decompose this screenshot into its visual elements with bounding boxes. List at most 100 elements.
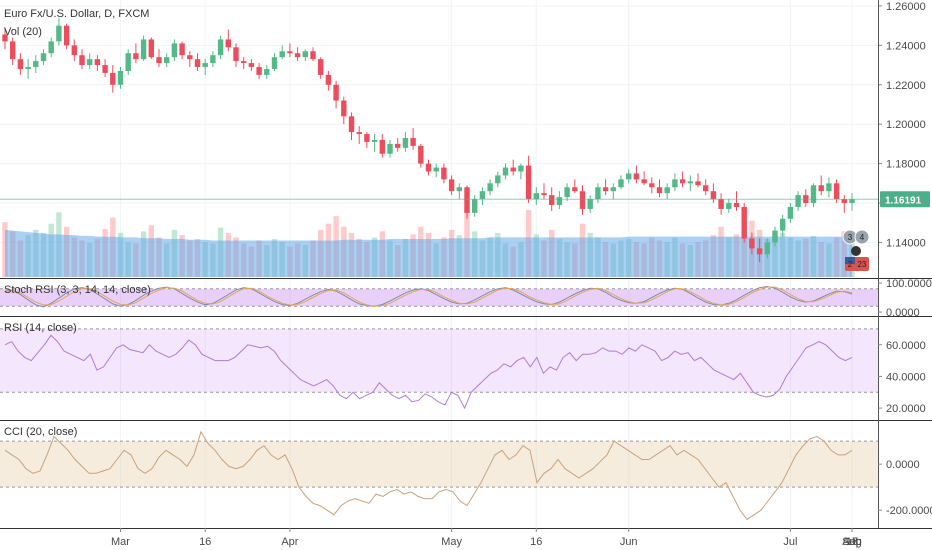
candle [733, 191, 740, 211]
candle [764, 238, 770, 259]
candle [217, 35, 224, 60]
candle-body [525, 165, 532, 200]
candle-body [472, 199, 478, 213]
candle-body [210, 55, 216, 64]
candle [179, 41, 185, 60]
candle [472, 195, 478, 217]
candle-body [456, 187, 462, 192]
indicator-label: RSI (14, close) [4, 322, 77, 334]
candle-body [140, 39, 147, 60]
indicator-signal-line [4, 286, 853, 307]
candle-body [302, 51, 308, 58]
candle [110, 65, 116, 93]
candle-body [556, 197, 563, 205]
candle-body [287, 51, 293, 54]
candle [595, 183, 601, 204]
candle-body [94, 59, 101, 66]
x-tick-label: 17 [846, 536, 858, 548]
candle [487, 179, 493, 196]
candle [441, 163, 447, 184]
candle-body [718, 199, 724, 209]
x-tick-label: Sep [842, 536, 862, 548]
candle-body [148, 39, 154, 58]
candle-body [395, 143, 401, 148]
candle [649, 177, 655, 194]
candle-body [164, 57, 170, 64]
badge-count: 23 [858, 260, 867, 269]
candle-body [587, 199, 593, 209]
candle [641, 171, 647, 186]
candle-body [564, 187, 570, 198]
candle [164, 53, 170, 68]
candle [564, 183, 570, 202]
candle-body [441, 167, 447, 180]
candle [672, 173, 678, 192]
candle-body [202, 63, 208, 68]
indicator-tick-label: 100.0000 [886, 278, 932, 290]
indicator-pane-stoch: Stoch RSI (3, 3, 14, 14, close) [0, 284, 878, 308]
candle [572, 179, 578, 194]
candle-body [318, 59, 324, 75]
last-price-tag [880, 191, 930, 208]
candle [679, 171, 686, 188]
candle-body [664, 187, 670, 194]
candle-body [79, 55, 85, 66]
candle-body [518, 165, 524, 172]
candle-body [179, 43, 185, 56]
candle [25, 59, 31, 79]
candle-body [341, 100, 347, 117]
candle-body [264, 69, 270, 75]
candle-body [826, 183, 832, 192]
candle [726, 199, 732, 213]
earnings-badge-icon [854, 229, 870, 245]
candle-body [194, 59, 201, 68]
candle-body [749, 238, 755, 249]
indicator-tick-label: 40.0000 [886, 371, 926, 383]
candle-body [572, 187, 578, 192]
candle-body [63, 25, 70, 46]
candle [241, 57, 247, 70]
candle [148, 37, 154, 60]
candle [818, 175, 824, 196]
candle [348, 112, 355, 140]
candle-body [156, 57, 162, 64]
candle [656, 179, 663, 198]
price-tick-label: 1.26000 [886, 1, 926, 13]
candle [579, 185, 586, 215]
price-tick-label: 1.20000 [886, 119, 926, 131]
event-badges[interactable]: 3 4 2 23 [842, 229, 870, 271]
candle-body [110, 72, 116, 85]
candle [425, 159, 432, 176]
candle [780, 214, 786, 237]
candle [333, 80, 339, 109]
candle [587, 195, 593, 213]
volume-ma-area [5, 229, 852, 277]
candle-body [618, 179, 624, 188]
candlestick-series [2, 17, 855, 263]
price-tick-label: 1.22000 [886, 80, 926, 92]
candle-body [33, 61, 39, 68]
candle-body [325, 74, 332, 85]
indicator-tick-label: 0.0000 [886, 307, 920, 319]
candle [194, 53, 201, 71]
candle-body [371, 139, 378, 142]
candle-body [279, 51, 285, 58]
candle [264, 65, 270, 79]
candle [803, 189, 809, 207]
candle-body [695, 181, 701, 186]
candle [310, 47, 316, 62]
candle-body [256, 67, 262, 75]
candle-body [410, 137, 416, 146]
candle-body [25, 67, 31, 70]
indicator-tick-label: 60.0000 [886, 340, 926, 352]
candle [810, 183, 817, 207]
candle [464, 185, 470, 219]
candle [156, 49, 162, 68]
candle-body [464, 187, 470, 213]
candle-body [533, 193, 539, 200]
candle [533, 187, 539, 205]
candle [341, 96, 347, 125]
candle [187, 51, 193, 68]
candle [448, 175, 455, 196]
